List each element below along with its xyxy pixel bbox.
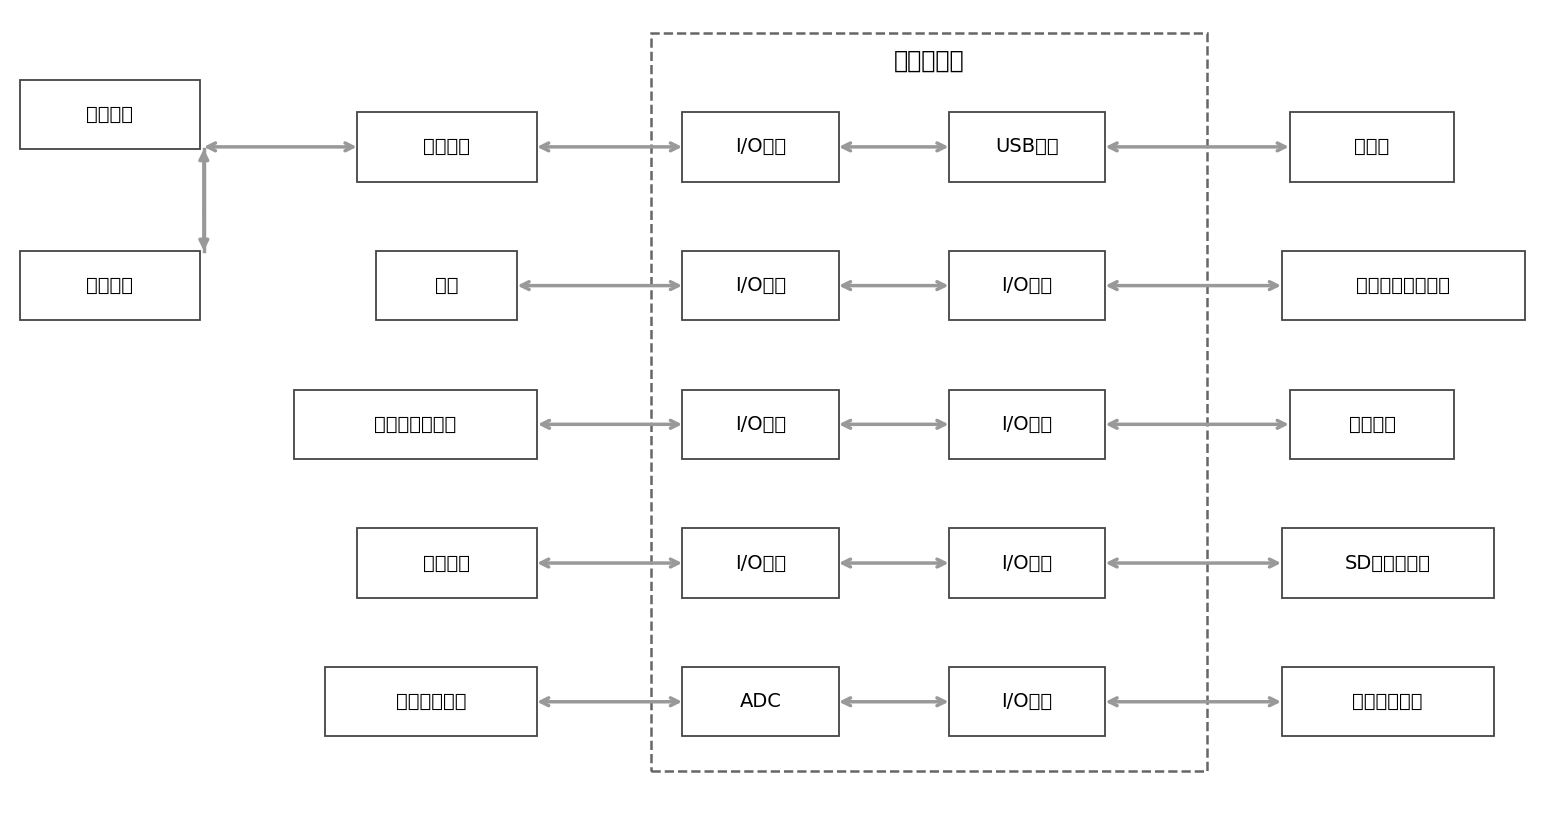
Text: 只读内存: 只读内存	[423, 553, 470, 573]
FancyBboxPatch shape	[949, 667, 1105, 736]
FancyBboxPatch shape	[949, 390, 1105, 459]
FancyBboxPatch shape	[682, 113, 839, 182]
FancyBboxPatch shape	[949, 529, 1105, 597]
FancyBboxPatch shape	[293, 390, 536, 459]
Text: USB端口: USB端口	[996, 137, 1058, 157]
FancyBboxPatch shape	[1281, 667, 1493, 736]
FancyBboxPatch shape	[682, 667, 839, 736]
Text: 键盘: 键盘	[436, 276, 458, 295]
FancyBboxPatch shape	[1289, 113, 1454, 182]
Text: 显示屏及周边电路: 显示屏及周边电路	[1356, 276, 1450, 295]
Text: I/O端口: I/O端口	[735, 276, 786, 295]
Text: I/O端口: I/O端口	[1002, 415, 1052, 434]
Text: 电源电路: 电源电路	[1348, 415, 1396, 434]
FancyBboxPatch shape	[1289, 390, 1454, 459]
FancyBboxPatch shape	[949, 113, 1105, 182]
FancyBboxPatch shape	[20, 80, 201, 149]
Text: I/O端口: I/O端口	[735, 415, 786, 434]
Text: SD卡外围存储: SD卡外围存储	[1345, 553, 1430, 573]
Text: 气压控制: 气压控制	[423, 137, 470, 157]
Text: 打印机: 打印机	[1355, 137, 1389, 157]
Text: I/O端口: I/O端口	[1002, 276, 1052, 295]
Text: I/O端口: I/O端口	[735, 553, 786, 573]
FancyBboxPatch shape	[682, 390, 839, 459]
Text: 末梢循环探测: 末梢循环探测	[1353, 692, 1422, 712]
FancyBboxPatch shape	[1281, 251, 1524, 320]
FancyBboxPatch shape	[949, 251, 1105, 320]
Text: I/O端口: I/O端口	[1002, 692, 1052, 712]
FancyBboxPatch shape	[20, 251, 201, 320]
Text: 模拟信号处理: 模拟信号处理	[397, 692, 466, 712]
FancyBboxPatch shape	[1281, 529, 1493, 597]
Text: I/O端口: I/O端口	[1002, 553, 1052, 573]
Text: 随机存取存储器: 随机存取存储器	[375, 415, 456, 434]
FancyBboxPatch shape	[356, 529, 536, 597]
FancyBboxPatch shape	[682, 251, 839, 320]
FancyBboxPatch shape	[356, 113, 536, 182]
Text: ADC: ADC	[740, 692, 781, 712]
FancyBboxPatch shape	[376, 251, 517, 320]
Text: 气压反馈: 气压反馈	[86, 276, 133, 295]
FancyBboxPatch shape	[326, 667, 536, 736]
Text: 气压阀门: 气压阀门	[86, 104, 133, 124]
Text: 高频单片机: 高频单片机	[894, 49, 964, 73]
FancyBboxPatch shape	[682, 529, 839, 597]
Text: I/O端口: I/O端口	[735, 137, 786, 157]
